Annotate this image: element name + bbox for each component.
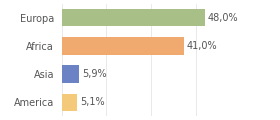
Bar bbox=[62, 94, 77, 111]
Bar bbox=[62, 9, 205, 26]
Text: 41,0%: 41,0% bbox=[187, 41, 217, 51]
Text: 48,0%: 48,0% bbox=[208, 12, 238, 23]
Bar bbox=[62, 65, 79, 83]
Text: 5,9%: 5,9% bbox=[82, 69, 107, 79]
Text: 5,1%: 5,1% bbox=[80, 97, 104, 108]
Bar bbox=[62, 37, 184, 55]
